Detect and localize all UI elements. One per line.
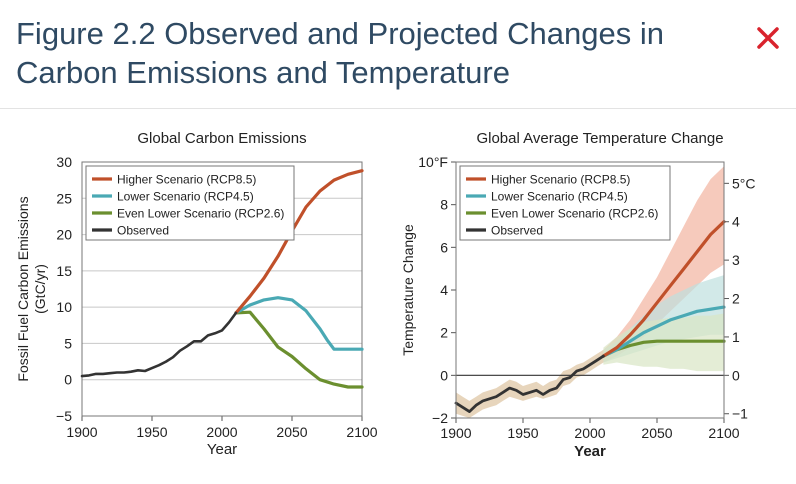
uncertainty-band-rcp85: [603, 166, 724, 363]
x-axis-label: Year: [207, 441, 237, 458]
series-line-observed: [80, 311, 238, 378]
chart-temperature-change: Global Average Temperature Change −2 0 2 4 6 8…: [390, 118, 790, 483]
x-tick-label: 2100: [346, 424, 377, 440]
series-line-rcp85: [234, 169, 364, 315]
y-tick-label: 5: [64, 335, 72, 351]
chart-title: Global Carbon Emissions: [137, 130, 306, 147]
plot-frame: [455, 161, 725, 419]
y-right-tick-label: 4: [732, 214, 740, 230]
y-right-tick-label: 3: [732, 252, 740, 268]
y-tick-label: 25: [56, 190, 72, 206]
legend-box: [459, 165, 671, 241]
x-tick-label: 2050: [641, 425, 672, 441]
x-tick-label: 1900: [440, 425, 471, 441]
close-icon: [757, 27, 779, 49]
y-tick-label: −2: [432, 410, 448, 426]
page-title: Figure 2.2 Observed and Projected Change…: [16, 16, 664, 90]
x-axis-label: Year: [574, 443, 606, 460]
x-tick-label: 1900: [66, 424, 97, 440]
y-tick-label: 15: [56, 263, 72, 279]
y-right-tick-label: 1: [732, 329, 740, 345]
legend-label: Lower Scenario (RCP4.5): [117, 190, 254, 204]
uncertainty-band-observed: [456, 349, 604, 418]
legend-label: Even Lower Scenario (RCP2.6): [117, 207, 284, 221]
y-tick-label: 6: [440, 239, 448, 255]
y-right-tick-label: −1: [732, 406, 748, 422]
x-tick-label: 2000: [574, 425, 605, 441]
close-button[interactable]: [754, 24, 782, 52]
chart-carbon-emissions: Global Carbon Emissions −5 0 5 10 15 20 25 30 190…: [0, 118, 390, 483]
y-tick-label: 8: [440, 197, 448, 213]
dialog-header: Figure 2.2 Observed and Projected Change…: [0, 0, 796, 109]
chart-title: Global Average Temperature Change: [476, 130, 723, 147]
y-tick-label: 20: [56, 227, 72, 243]
y-right-tick-label: 2: [732, 291, 740, 307]
y-tick-label: 30: [56, 154, 72, 170]
legend-label: Higher Scenario (RCP8.5): [117, 173, 256, 187]
series-line-rcp45: [234, 296, 364, 351]
y-tick-label: 2: [440, 325, 448, 341]
y-right-tick-label: 0: [732, 367, 740, 383]
legend-label: Observed: [117, 224, 169, 238]
y-tick-label: −5: [56, 408, 72, 424]
legend-label: Even Lower Scenario (RCP2.6): [491, 207, 658, 221]
series-line-rcp85: [601, 220, 726, 358]
y-tick-label: 0: [64, 372, 72, 388]
legend-label: Lower Scenario (RCP4.5): [491, 190, 628, 204]
x-tick-label: 1950: [136, 424, 167, 440]
series-line-rcp26: [234, 310, 364, 389]
x-tick-label: 2000: [206, 424, 237, 440]
x-tick-label: 2100: [708, 425, 739, 441]
temperature-change-svg: Global Average Temperature Change −2 0 2 4 6 8…: [400, 130, 756, 460]
x-tick-label: 1950: [507, 425, 538, 441]
y-tick-label: 0: [440, 367, 448, 383]
plot-frame: [81, 161, 363, 417]
y-tick-label: 10: [56, 299, 72, 315]
series-line-rcp45: [601, 305, 726, 358]
y-right-tick-label: 5°C: [732, 175, 756, 191]
legend-label: Higher Scenario (RCP8.5): [491, 173, 630, 187]
legend-label: Observed: [491, 224, 543, 238]
series-line-rcp26: [601, 339, 726, 358]
y-tick-label: 10°F: [418, 154, 448, 170]
y-axis-label: Fossil Fuel Carbon Emissions(GtC/yr): [15, 196, 48, 381]
y-tick-label: 4: [440, 282, 448, 298]
y-axis-label: Temperature Change: [400, 224, 416, 356]
legend-box: [85, 165, 295, 241]
x-tick-label: 2050: [276, 424, 307, 440]
carbon-emissions-svg: Global Carbon Emissions −5 0 5 10 15 20 25 30 190…: [15, 130, 378, 458]
